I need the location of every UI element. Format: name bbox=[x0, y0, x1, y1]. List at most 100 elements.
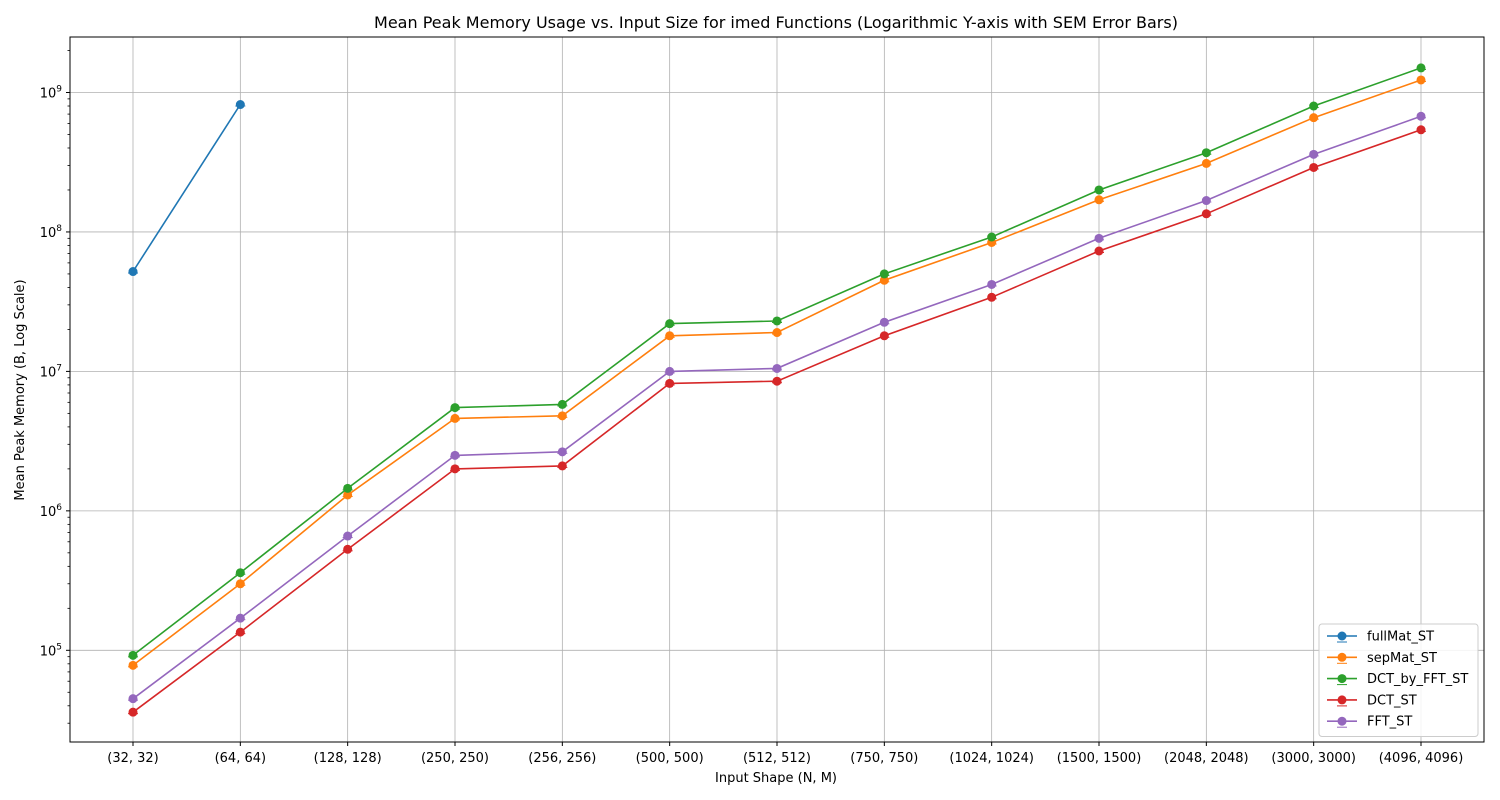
y-tick-label: 108 bbox=[40, 224, 63, 241]
x-tick-label: (256, 256) bbox=[528, 751, 596, 766]
legend: fullMat_ST sepMat_ST DCT_by_FFT_ST DCT_ST FF… bbox=[1318, 623, 1479, 737]
data-point bbox=[1094, 185, 1104, 195]
x-tick-label: (750, 750) bbox=[850, 751, 918, 766]
data-point bbox=[987, 292, 997, 302]
data-point bbox=[1309, 101, 1319, 111]
legend-label: fullMat_ST bbox=[1367, 630, 1434, 645]
x-tick-label: (1500, 1500) bbox=[1057, 751, 1142, 766]
data-point bbox=[128, 267, 138, 277]
data-point bbox=[557, 399, 567, 409]
data-point bbox=[665, 331, 675, 341]
series-FFT_ST bbox=[128, 111, 1426, 704]
legend-marker bbox=[1337, 716, 1347, 726]
x-tick-label: (250, 250) bbox=[421, 751, 489, 766]
series-sepMat_ST bbox=[128, 75, 1426, 670]
legend-item-FFT_ST: FFT_ST bbox=[1327, 715, 1412, 730]
data-point bbox=[879, 275, 889, 285]
legend-item-sepMat_ST: sepMat_ST bbox=[1327, 651, 1437, 666]
legend-label: FFT_ST bbox=[1367, 715, 1412, 730]
data-point bbox=[1309, 162, 1319, 172]
y-axis-label: Mean Peak Memory (B, Log Scale) bbox=[13, 279, 28, 500]
series-DCT_by_FFT_ST bbox=[128, 63, 1426, 660]
data-point bbox=[343, 483, 353, 493]
data-point bbox=[450, 464, 460, 474]
data-point bbox=[1201, 209, 1211, 219]
data-point bbox=[665, 366, 675, 376]
y-axis-ticks: 105 106 107 108 109 bbox=[40, 50, 70, 724]
y-tick-label: 105 bbox=[40, 642, 62, 659]
x-tick-label: (32, 32) bbox=[107, 751, 159, 766]
data-point bbox=[772, 363, 782, 373]
data-point bbox=[1094, 233, 1104, 243]
legend-box bbox=[1318, 623, 1479, 737]
data-point bbox=[772, 328, 782, 338]
legend-item-fullMat_ST: fullMat_ST bbox=[1327, 630, 1434, 645]
x-tick-label: (2048, 2048) bbox=[1164, 751, 1249, 766]
data-point bbox=[450, 403, 460, 413]
data-point bbox=[128, 650, 138, 660]
legend-item-DCT_ST: DCT_ST bbox=[1327, 693, 1417, 708]
data-point bbox=[235, 613, 245, 623]
data-point bbox=[1309, 149, 1319, 159]
data-point bbox=[1416, 111, 1426, 121]
data-point bbox=[1201, 158, 1211, 168]
data-point bbox=[128, 660, 138, 670]
data-point bbox=[235, 100, 245, 110]
legend-label: DCT_ST bbox=[1367, 693, 1417, 708]
x-axis-label: Input Shape (N, M) bbox=[715, 771, 837, 786]
data-point bbox=[343, 531, 353, 541]
data-point bbox=[879, 331, 889, 341]
data-point bbox=[1094, 246, 1104, 256]
series-fullMat_ST bbox=[128, 100, 246, 277]
data-point bbox=[557, 461, 567, 471]
x-axis-ticks: (32, 32) (64, 64) (128, 128) (250, 250) (256… bbox=[107, 742, 1463, 766]
series-layer bbox=[128, 63, 1426, 717]
x-tick-label: (3000, 3000) bbox=[1271, 751, 1356, 766]
series-DCT_ST bbox=[128, 125, 1426, 717]
data-point bbox=[665, 319, 675, 329]
x-tick-label: (64, 64) bbox=[215, 751, 267, 766]
legend-marker bbox=[1337, 652, 1347, 662]
x-tick-label: (1024, 1024) bbox=[949, 751, 1034, 766]
data-point bbox=[1094, 195, 1104, 205]
legend-marker bbox=[1337, 674, 1347, 684]
data-point bbox=[1201, 148, 1211, 158]
series-line bbox=[132, 104, 241, 272]
y-tick-label: 106 bbox=[40, 503, 63, 520]
data-point bbox=[128, 707, 138, 717]
data-point bbox=[1416, 125, 1426, 135]
data-point bbox=[557, 411, 567, 421]
legend-item-DCT_by_FFT_ST: DCT_by_FFT_ST bbox=[1327, 672, 1468, 687]
x-tick-label: (4096, 4096) bbox=[1379, 751, 1464, 766]
chart-title: Mean Peak Memory Usage vs. Input Size fo… bbox=[374, 13, 1178, 32]
data-point bbox=[235, 579, 245, 589]
x-tick-label: (512, 512) bbox=[743, 751, 811, 766]
data-point bbox=[235, 568, 245, 578]
legend-marker bbox=[1337, 631, 1347, 641]
data-point bbox=[665, 378, 675, 388]
data-point bbox=[987, 232, 997, 242]
data-point bbox=[557, 447, 567, 457]
x-tick-label: (500, 500) bbox=[636, 751, 704, 766]
data-point bbox=[450, 413, 460, 423]
data-point bbox=[772, 376, 782, 386]
data-point bbox=[235, 627, 245, 637]
y-tick-label: 109 bbox=[40, 84, 63, 101]
data-point bbox=[879, 269, 889, 279]
data-point bbox=[343, 544, 353, 554]
data-point bbox=[772, 316, 782, 326]
legend-label: DCT_by_FFT_ST bbox=[1367, 672, 1468, 687]
data-point bbox=[879, 317, 889, 327]
grid bbox=[70, 37, 1484, 742]
data-point bbox=[1309, 113, 1319, 123]
data-point bbox=[1416, 63, 1426, 73]
x-tick-label: (128, 128) bbox=[314, 751, 382, 766]
data-point bbox=[1416, 75, 1426, 85]
legend-marker bbox=[1337, 695, 1347, 705]
data-point bbox=[450, 450, 460, 460]
data-point bbox=[1201, 196, 1211, 206]
legend-label: sepMat_ST bbox=[1367, 651, 1437, 666]
y-tick-label: 107 bbox=[40, 363, 62, 380]
data-point bbox=[987, 279, 997, 289]
